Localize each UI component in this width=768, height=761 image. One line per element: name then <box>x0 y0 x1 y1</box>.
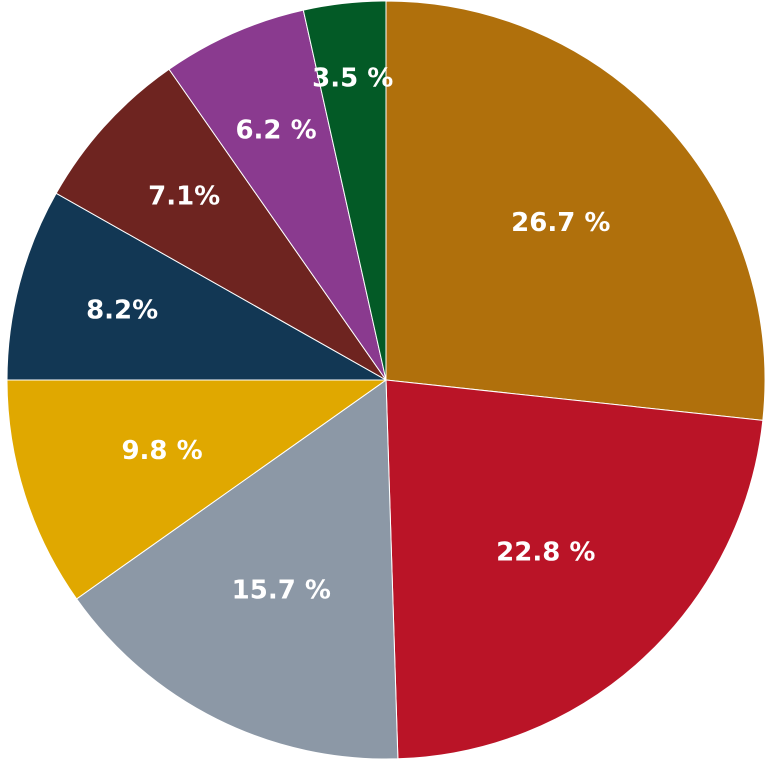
pie-slice-6 <box>168 9 387 381</box>
pie-slice-label-4: 8.2% <box>86 295 158 325</box>
pie-labels: 26.7 % 22.8 % 15.7 % 9.8 % 8.2% 7.1% 6.2 % 3.5 … <box>86 64 610 606</box>
pie-slice-label-3: 9.8 % <box>121 436 202 466</box>
pie-slice-label-5: 7.1% <box>148 181 220 211</box>
pie-slices <box>6 0 766 760</box>
pie-slice-label-7: 3.5 % <box>312 64 393 94</box>
pie-slice-label-2: 15.7 % <box>232 575 331 605</box>
pie-slice-7 <box>302 0 387 381</box>
pie-slice-2 <box>75 379 399 760</box>
pie-slice-1 <box>385 379 764 760</box>
pie-slice-label-6: 6.2 % <box>235 115 316 145</box>
pie-slice-label-0: 26.7 % <box>511 208 610 238</box>
pie-slice-5 <box>55 68 387 381</box>
pie-slice-3 <box>6 379 388 600</box>
pie-slice-0 <box>385 0 766 421</box>
pie-slice-label-1: 22.8 % <box>496 537 595 567</box>
pie-slice-4 <box>6 192 388 381</box>
